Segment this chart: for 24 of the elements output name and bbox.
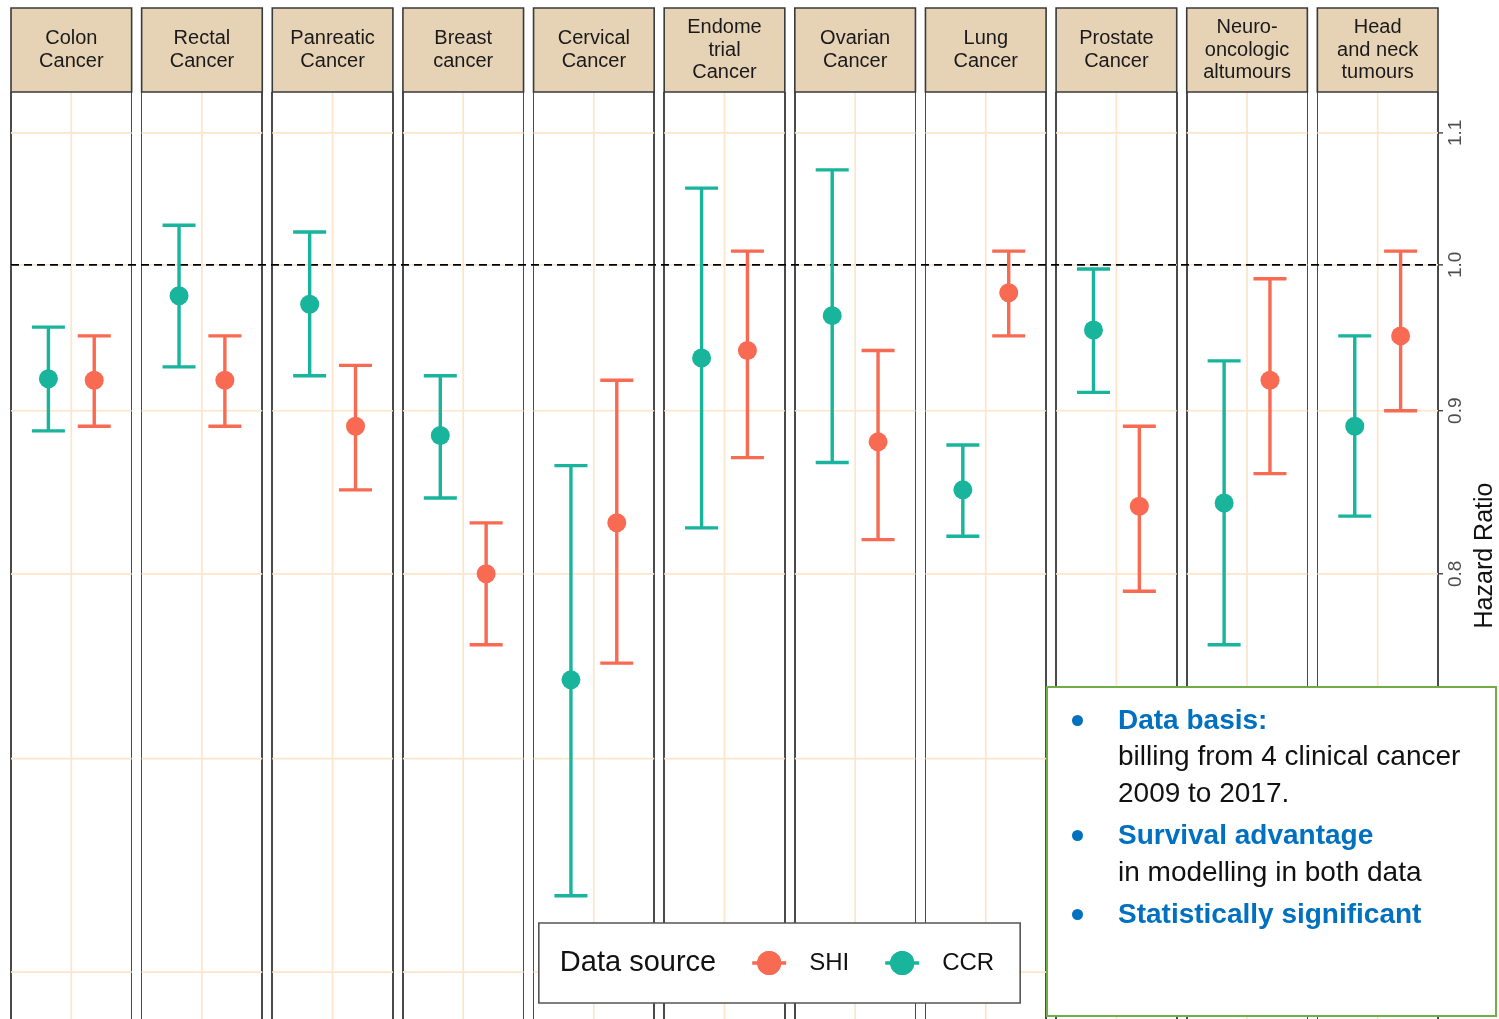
y-tick-label: 1.0 (1444, 251, 1466, 279)
y-tick-label: 1.1 (1444, 119, 1466, 147)
legend-title: Data source (559, 945, 717, 977)
x-tick-label: Rectal Cancer (169, 26, 235, 71)
annotation: Statistically significant (1118, 896, 1423, 931)
y-tick-label: 0.9 (1444, 397, 1466, 424)
x-tick-label: Colon Cancer (39, 26, 104, 71)
x-tick-label: Cervical Cancer (557, 26, 630, 71)
x-tick-label: Lung Cancer (953, 26, 1019, 71)
x-tick-label: Ovarian Cancer (820, 26, 891, 71)
annotation: Data basis: (1118, 703, 1269, 737)
x-tick-label: Prostate Cancer (1079, 26, 1154, 71)
annotation: Survival advantage (1118, 818, 1375, 853)
annotation: billing from 4 clinical cancer 2009 to 2017. (1118, 739, 1462, 810)
legend-label: CCR (942, 947, 995, 975)
x-tick-label: Panreatic Cancer (290, 26, 375, 71)
annotation: in modelling in both data (1118, 854, 1423, 889)
x-tick-label: Neuro- oncologic altumours (1203, 15, 1291, 82)
x-tick-label: Breast cancer (433, 26, 494, 71)
x-tick-label: Endome trial Cancer (687, 15, 762, 82)
y-axis-title: Hazard Ratio (1468, 482, 1497, 629)
y-tick-label: 0.8 (1444, 560, 1466, 588)
x-tick-label: Head and neck tumours (1337, 15, 1420, 82)
legend-label: SHI (809, 947, 850, 975)
